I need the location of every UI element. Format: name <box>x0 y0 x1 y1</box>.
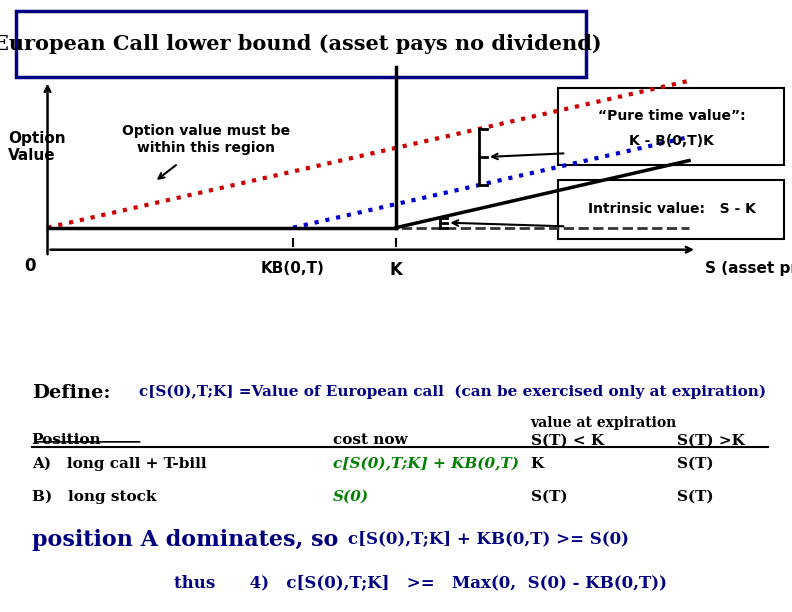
Text: S(T): S(T) <box>531 490 567 504</box>
Text: Option
Value: Option Value <box>8 131 66 163</box>
Text: Option value must be
within this region: Option value must be within this region <box>122 124 290 155</box>
Text: KB(0,T): KB(0,T) <box>261 261 325 276</box>
Text: S(T) < K: S(T) < K <box>531 433 604 447</box>
Text: Intrinsic value:   S - K: Intrinsic value: S - K <box>588 203 756 216</box>
Text: 0: 0 <box>24 257 36 275</box>
Text: cost now: cost now <box>333 433 407 447</box>
Text: K: K <box>390 261 402 278</box>
Text: S(T) >K: S(T) >K <box>677 433 745 447</box>
Text: S (asset price): S (asset price) <box>705 261 792 275</box>
Text: S(T): S(T) <box>677 490 714 504</box>
Text: B)   long stock: B) long stock <box>32 490 156 504</box>
FancyBboxPatch shape <box>558 88 784 165</box>
Text: K - B(0,T)K: K - B(0,T)K <box>629 135 714 148</box>
Text: Position: Position <box>32 433 101 447</box>
Text: position A dominates, so: position A dominates, so <box>32 529 338 551</box>
Text: c[S(0),T;K] =Value of European call  (can be exercised only at expiration): c[S(0),T;K] =Value of European call (can… <box>139 384 766 399</box>
Text: c[S(0),T;K] + KB(0,T): c[S(0),T;K] + KB(0,T) <box>333 457 519 471</box>
Text: European Call lower bound (asset pays no dividend): European Call lower bound (asset pays no… <box>0 34 601 54</box>
Text: Define:: Define: <box>32 384 110 402</box>
Text: “Pure time value”:: “Pure time value”: <box>598 109 745 122</box>
Text: A)   long call + T-bill: A) long call + T-bill <box>32 457 206 471</box>
FancyBboxPatch shape <box>558 180 784 239</box>
Text: S(T): S(T) <box>677 457 714 471</box>
Text: K: K <box>531 457 544 471</box>
Text: value at expiration: value at expiration <box>531 416 677 430</box>
Text: thus      4)   c[S(0),T;K]   >=   Max(0,  S(0) - KB(0,T)): thus 4) c[S(0),T;K] >= Max(0, S(0) - KB(… <box>174 574 667 591</box>
Text: c[S(0),T;K] + KB(0,T) >= S(0): c[S(0),T;K] + KB(0,T) >= S(0) <box>348 530 630 547</box>
FancyBboxPatch shape <box>16 11 586 77</box>
Text: S(0): S(0) <box>333 490 369 504</box>
